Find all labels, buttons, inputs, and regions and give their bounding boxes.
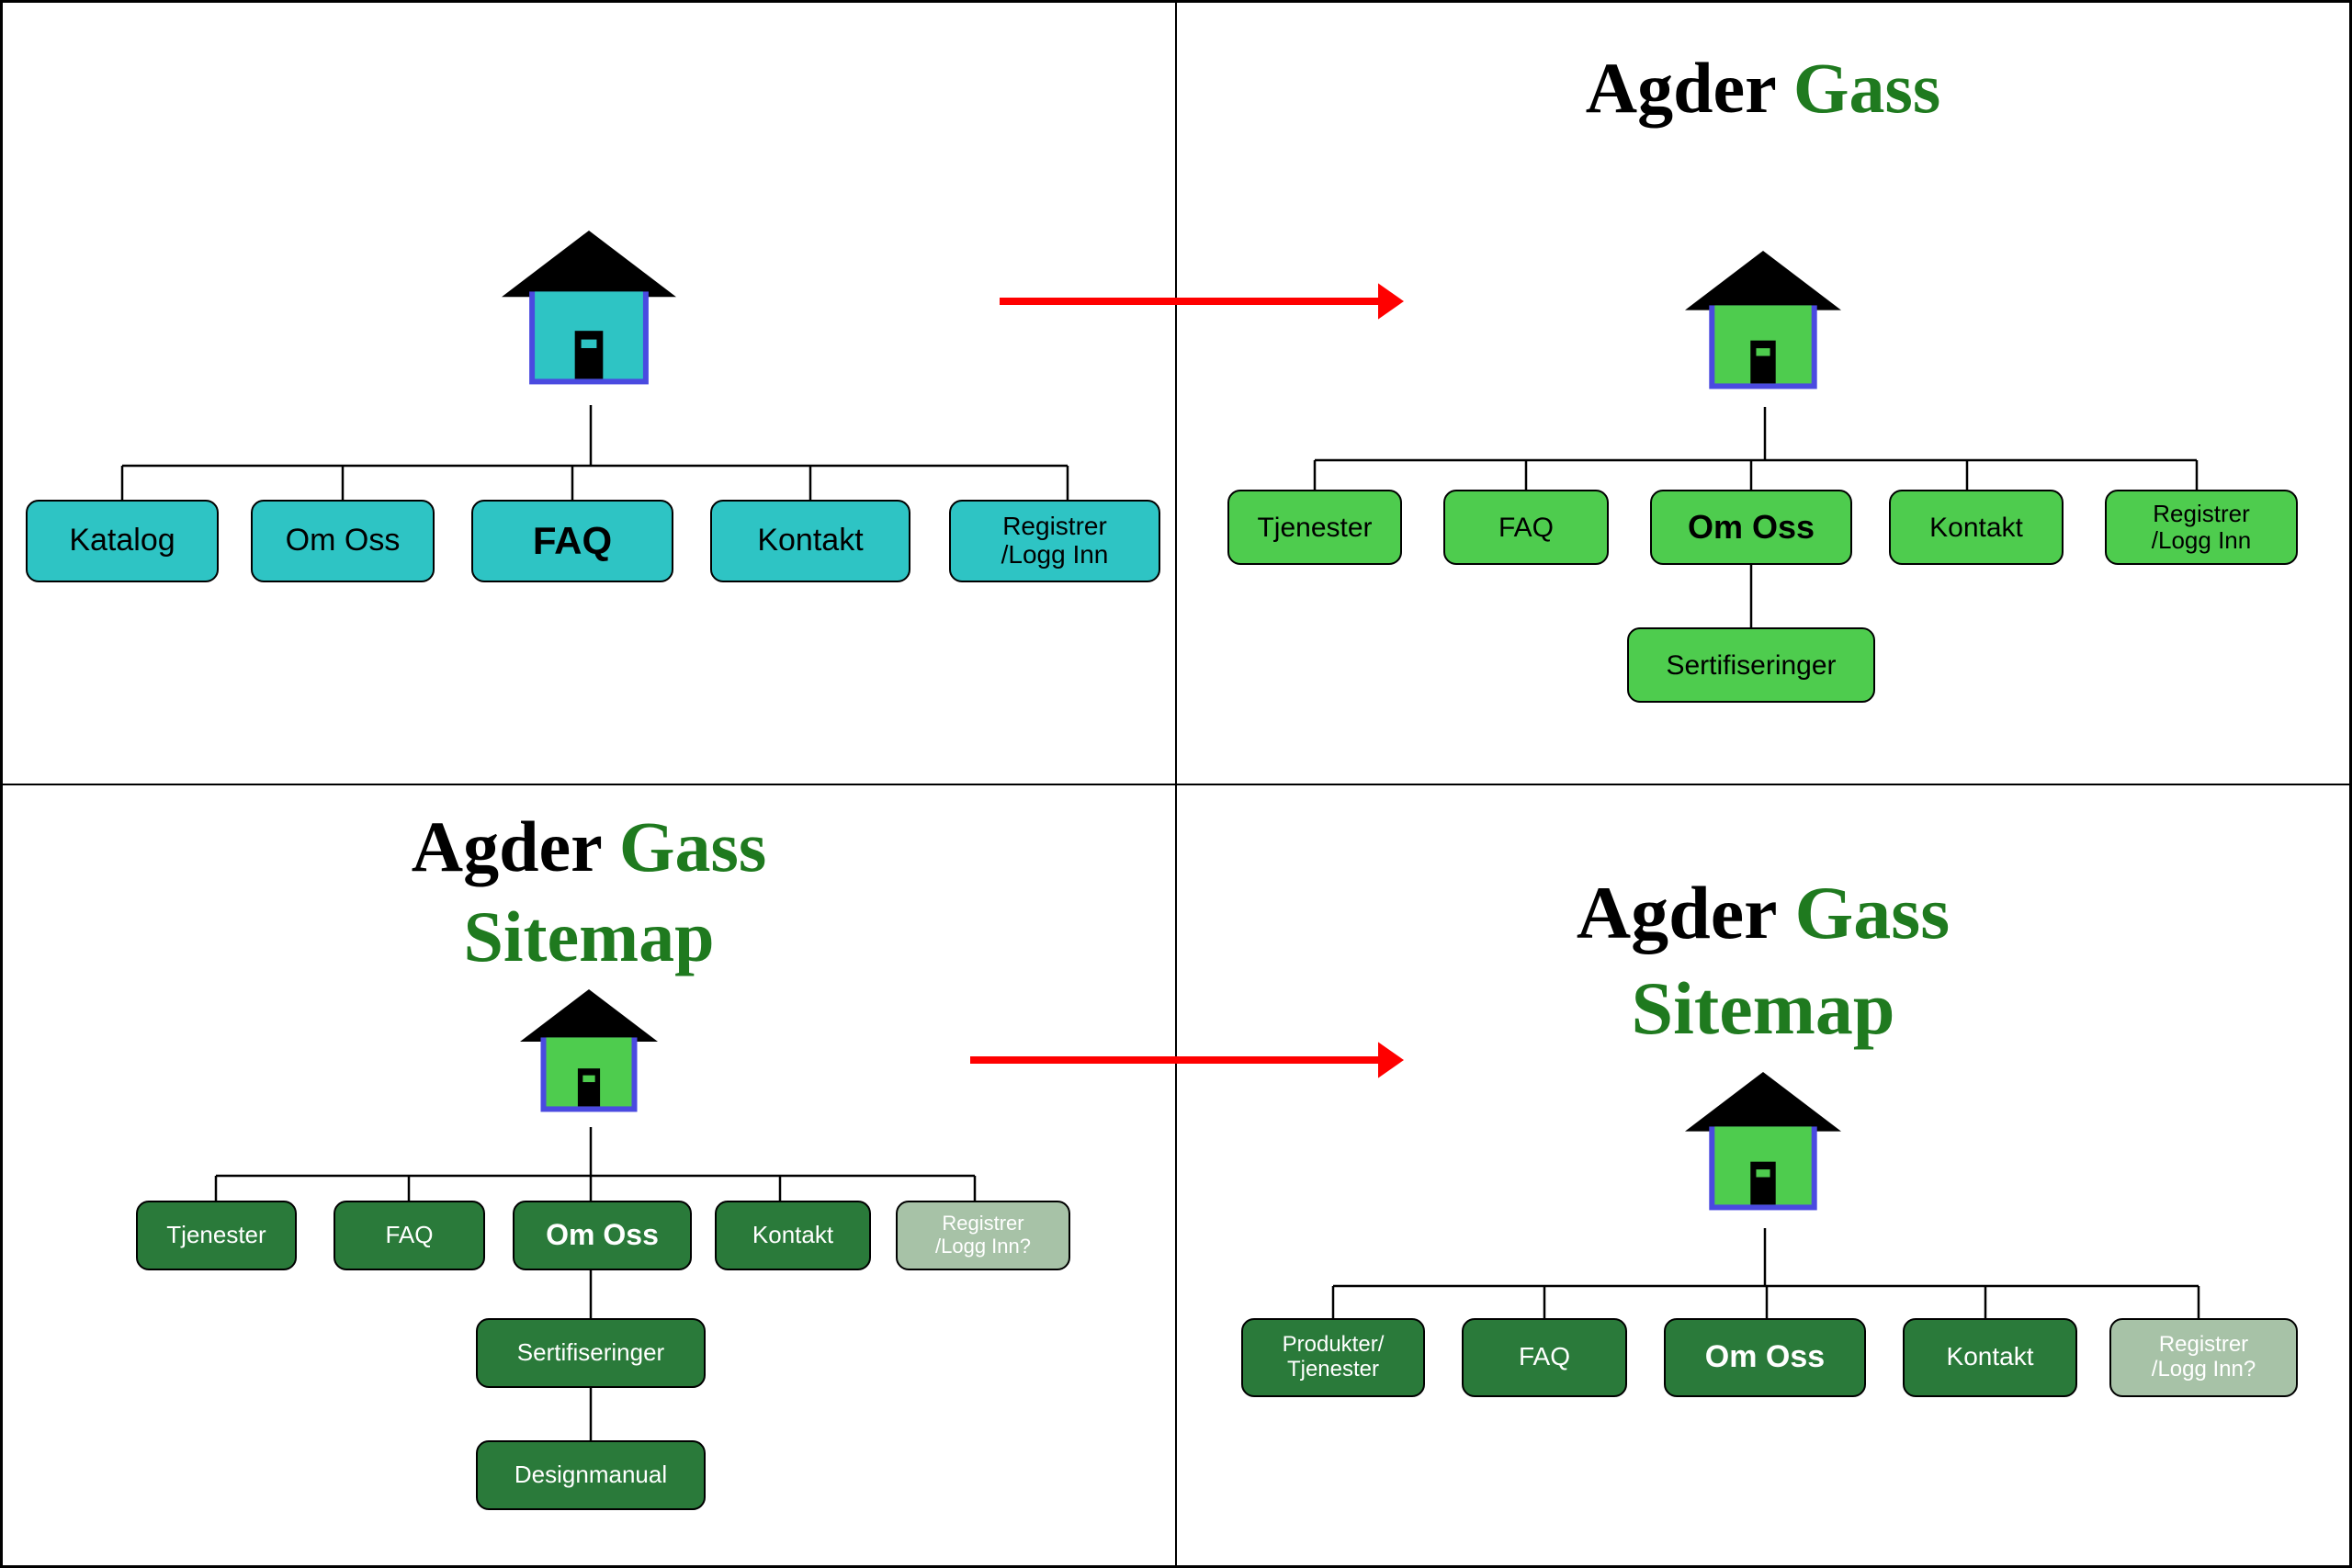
node-label: Produkter/Tjenester (1283, 1333, 1385, 1382)
home-icon (1685, 1072, 1841, 1228)
sitemap-node: Tjenester (136, 1201, 297, 1270)
diagram-title: Agder Gass (1586, 47, 1940, 130)
arrow-icon (970, 1034, 1408, 1086)
quadrant-1: Katalog Om Oss FAQ Kontakt Registrer/Logg In… (2, 2, 1176, 784)
node-label: FAQ (1498, 513, 1554, 543)
sitemap-node: Om Oss (251, 500, 435, 582)
sitemap-node: Kontakt (710, 500, 910, 582)
node-label: Kontakt (752, 1222, 833, 1248)
sitemap-node: Om Oss (1664, 1318, 1866, 1397)
sitemap-node: Registrer/Logg Inn? (896, 1201, 1070, 1270)
sitemap-node: FAQ (334, 1201, 485, 1270)
sitemap-node: Registrer/Logg Inn? (2109, 1318, 2298, 1397)
sitemap-node: Sertifiseringer (476, 1318, 706, 1388)
diagram-title: Agder GassSitemap (412, 806, 766, 978)
node-label: FAQ (1519, 1343, 1570, 1371)
sitemap-node: Designmanual (476, 1440, 706, 1510)
sitemap-node: Katalog (26, 500, 219, 582)
diagram-title: Agder GassSitemap (1577, 870, 1950, 1052)
home-icon (520, 989, 658, 1127)
node-label: Kontakt (757, 524, 863, 558)
node-label: Tjenester (166, 1222, 266, 1248)
sitemap-node: Produkter/Tjenester (1241, 1318, 1425, 1397)
node-label: Om Oss (546, 1219, 659, 1251)
sitemap-node: Kontakt (715, 1201, 871, 1270)
sitemap-node: Registrer/Logg Inn (2105, 490, 2298, 565)
node-label: Sertifiseringer (1666, 650, 1836, 681)
sitemap-node: Registrer/Logg Inn (949, 500, 1160, 582)
node-label: Registrer/Logg Inn? (2152, 1333, 2256, 1382)
sitemap-node: Kontakt (1889, 490, 2064, 565)
sitemap-node: Tjenester (1227, 490, 1402, 565)
node-label: Designmanual (514, 1461, 667, 1488)
quadrant-2: Agder Gass Tjenester FAQ Om Oss Kontakt Regi… (1176, 2, 2350, 784)
node-label: Kontakt (1929, 513, 2023, 543)
node-label: Registrer/Logg Inn? (935, 1213, 1031, 1257)
sitemap-node: FAQ (1462, 1318, 1627, 1397)
sitemap-node: Om Oss (1650, 490, 1852, 565)
quadrant-4: Agder GassSitemap Produkter/Tjenester FAQ… (1176, 784, 2350, 1567)
node-label: Om Oss (1688, 509, 1815, 546)
home-icon (1685, 251, 1841, 407)
quadrant-3: Agder GassSitemap Tjenester FAQ Om Oss Kont… (2, 784, 1176, 1567)
sitemap-node: Kontakt (1903, 1318, 2077, 1397)
node-label: Registrer/Logg Inn (1001, 513, 1109, 570)
sitemap-node: Sertifiseringer (1627, 627, 1875, 703)
node-label: FAQ (533, 520, 612, 562)
node-label: Registrer/Logg Inn (2152, 501, 2251, 553)
node-label: FAQ (385, 1222, 433, 1248)
diagram-grid: Katalog Om Oss FAQ Kontakt Registrer/Logg In… (0, 0, 2352, 1568)
node-label: Om Oss (1705, 1340, 1825, 1374)
node-label: Tjenester (1257, 513, 1372, 543)
home-icon (502, 231, 676, 405)
sitemap-node: FAQ (1443, 490, 1609, 565)
arrow-icon (1000, 276, 1408, 327)
node-label: Sertifiseringer (517, 1339, 664, 1366)
node-label: Katalog (69, 524, 175, 558)
sitemap-node: Om Oss (513, 1201, 692, 1270)
node-label: Om Oss (286, 524, 401, 558)
sitemap-node: FAQ (471, 500, 673, 582)
node-label: Kontakt (1947, 1343, 2034, 1371)
